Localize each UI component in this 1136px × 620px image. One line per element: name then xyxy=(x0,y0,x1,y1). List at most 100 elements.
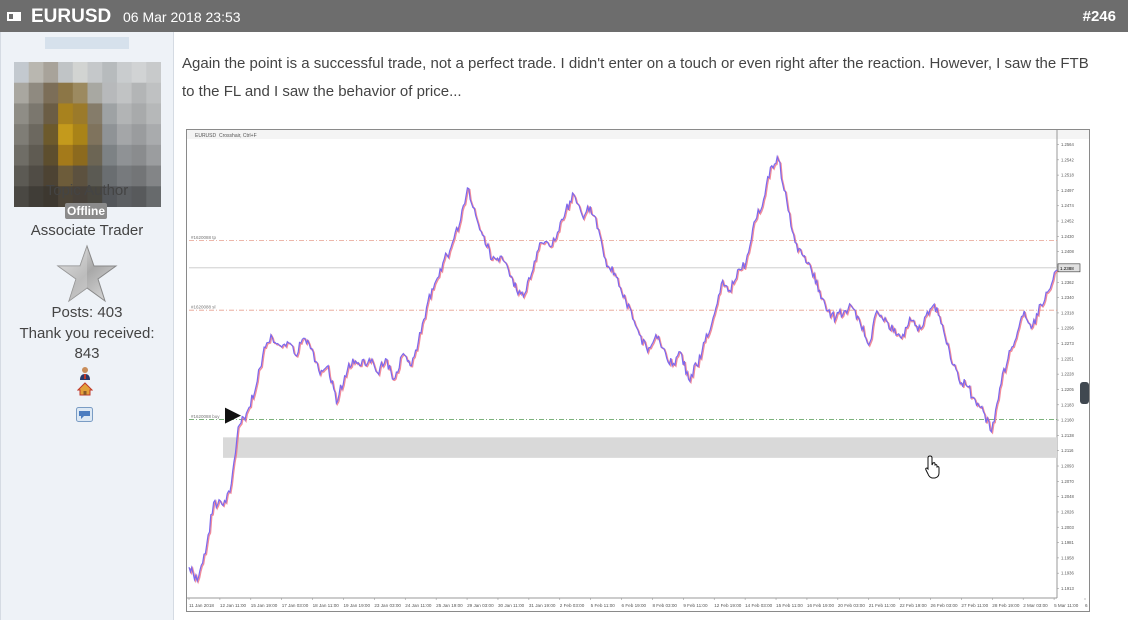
avatar-pixel xyxy=(87,165,103,187)
y-tick-label: 1.2518 xyxy=(1061,173,1074,178)
avatar-pixel xyxy=(28,62,44,84)
x-tick-label: 21 Feb 11:00 xyxy=(869,603,896,608)
avatar[interactable] xyxy=(14,62,161,207)
avatar-pixel xyxy=(72,82,88,104)
avatar-pixel xyxy=(131,103,147,125)
status-badge: Offline xyxy=(65,203,107,219)
x-tick-label: 26 Feb 03:00 xyxy=(931,603,959,608)
avatar-pixel xyxy=(146,186,161,207)
post-body: Again the point is a successful trade, n… xyxy=(182,55,1089,100)
y-tick-label: 1.2542 xyxy=(1061,157,1074,162)
avatar-pixel xyxy=(116,82,133,104)
chart-toolbar-text: Crosshair, Ctrl+F xyxy=(219,133,257,139)
avatar-pixel xyxy=(102,124,118,146)
avatar-pixel xyxy=(146,144,161,167)
avatar-pixel xyxy=(58,82,74,104)
y-tick-label: 1.2003 xyxy=(1061,525,1074,530)
avatar-pixel xyxy=(43,165,59,187)
avatar-pixel xyxy=(72,186,88,207)
x-tick-label: 29 Jan 03:00 xyxy=(467,603,494,608)
avatar-pixel xyxy=(72,103,88,125)
avatar-pixel xyxy=(131,124,147,146)
x-tick-label: 12 Jan 11:00 xyxy=(220,603,247,608)
message-icon[interactable] xyxy=(76,407,93,422)
x-tick-label: 20 Feb 03:00 xyxy=(838,603,866,608)
y-tick-label: 1.2160 xyxy=(1061,418,1074,423)
support-zone xyxy=(223,437,1057,458)
hand-cursor-shape xyxy=(925,455,940,479)
y-tick-label: 1.2408 xyxy=(1061,249,1074,254)
x-tick-label: 15 Feb 11:00 xyxy=(776,603,803,608)
post-number-link[interactable]: #246 xyxy=(1082,8,1116,25)
topic-author-label: Topic Author xyxy=(45,182,129,199)
y-tick-label: 1.2296 xyxy=(1061,326,1074,331)
user-profile-icon[interactable] xyxy=(78,366,92,380)
avatar-pixel xyxy=(116,103,133,125)
avatar-pixel xyxy=(14,62,30,84)
avatar-pixel xyxy=(43,62,59,84)
avatar-pixel xyxy=(116,62,133,84)
price-chart[interactable]: EURUSD Crosshair, Ctrl+F #1620088 tp #16200… xyxy=(186,129,1090,612)
avatar-pixel xyxy=(58,165,74,187)
y-tick-label: 1.2026 xyxy=(1061,509,1074,514)
y-tick-label: 1.1981 xyxy=(1061,540,1074,545)
post-icon xyxy=(7,12,21,21)
avatar-pixel xyxy=(14,144,30,167)
y-tick-label: 1.2228 xyxy=(1061,372,1074,377)
chart-symbol-label: EURUSD xyxy=(195,133,217,139)
x-tick-label: 2 Mar 03:00 xyxy=(1023,603,1048,608)
y-tick-label: 1.2340 xyxy=(1061,295,1074,300)
y-tick-label: 1.2183 xyxy=(1061,402,1074,407)
avatar-pixel xyxy=(116,144,133,167)
x-tick-label: 14 Feb 03:00 xyxy=(745,603,773,608)
avatar-pixel xyxy=(131,144,147,167)
avatar-pixel xyxy=(28,165,44,187)
y-tick-label: 1.2093 xyxy=(1061,464,1074,469)
y-tick-label: 1.2205 xyxy=(1061,387,1074,392)
avatar-pixel xyxy=(102,186,118,207)
avatar-pixel xyxy=(87,186,103,207)
chart-canvas: EURUSD Crosshair, Ctrl+F #1620088 tp #16200… xyxy=(187,130,1089,611)
home-icon[interactable] xyxy=(77,382,93,396)
x-tick-label: 5 Mar 11:00 xyxy=(1054,603,1079,608)
avatar-pixel xyxy=(58,144,74,167)
x-tick-label: 15 Jan 19:00 xyxy=(251,603,278,608)
x-tick-label: 8 Feb 03:00 xyxy=(652,603,677,608)
avatar-pixel xyxy=(28,144,44,167)
avatar-pixel xyxy=(102,82,118,104)
avatar-pixel xyxy=(146,82,161,104)
avatar-pixel xyxy=(72,124,88,146)
y-tick-label: 1.2116 xyxy=(1061,448,1074,453)
y-tick-label: 1.2430 xyxy=(1061,234,1074,239)
post-header: EURUSD 06 Mar 2018 23:53 #246 xyxy=(0,0,1128,32)
price-series-line xyxy=(188,154,1058,583)
order-level-label: #1620088 sl xyxy=(191,305,216,310)
avatar-pixel xyxy=(131,62,147,84)
avatar-pixel xyxy=(131,186,147,207)
order-level-label: #1620088 tp xyxy=(191,235,217,240)
y-tick-label: 1.2070 xyxy=(1061,479,1074,484)
current-price-box xyxy=(1057,263,1081,273)
avatar-pixel xyxy=(14,186,30,207)
order-level-label: #1620088 buy xyxy=(191,414,220,419)
y-tick-label: 1.1958 xyxy=(1061,555,1074,560)
current-price-label: 1.2388 xyxy=(1060,266,1074,271)
avatar-pixel xyxy=(14,124,30,146)
avatar-pixel xyxy=(131,165,147,187)
avatar-pixel xyxy=(28,124,44,146)
avatar-pixel xyxy=(72,165,88,187)
avatar-pixel xyxy=(14,165,30,187)
y-tick-label: 1.2474 xyxy=(1061,203,1074,208)
avatar-pixel xyxy=(43,124,59,146)
topic-title[interactable]: EURUSD xyxy=(31,6,112,27)
avatar-pixel xyxy=(58,124,74,146)
y-tick-label: 1.2497 xyxy=(1061,188,1074,193)
x-tick-label: 18 Jan 11:00 xyxy=(313,603,340,608)
avatar-pixel xyxy=(58,186,74,207)
x-tick-label: 2 Feb 03:00 xyxy=(560,603,585,608)
avatar-pixel xyxy=(87,124,103,146)
avatar-pixel xyxy=(28,186,44,207)
avatar-pixel xyxy=(102,62,118,84)
avatar-pixel xyxy=(146,165,161,187)
y-tick-label: 1.2564 xyxy=(1061,142,1074,147)
